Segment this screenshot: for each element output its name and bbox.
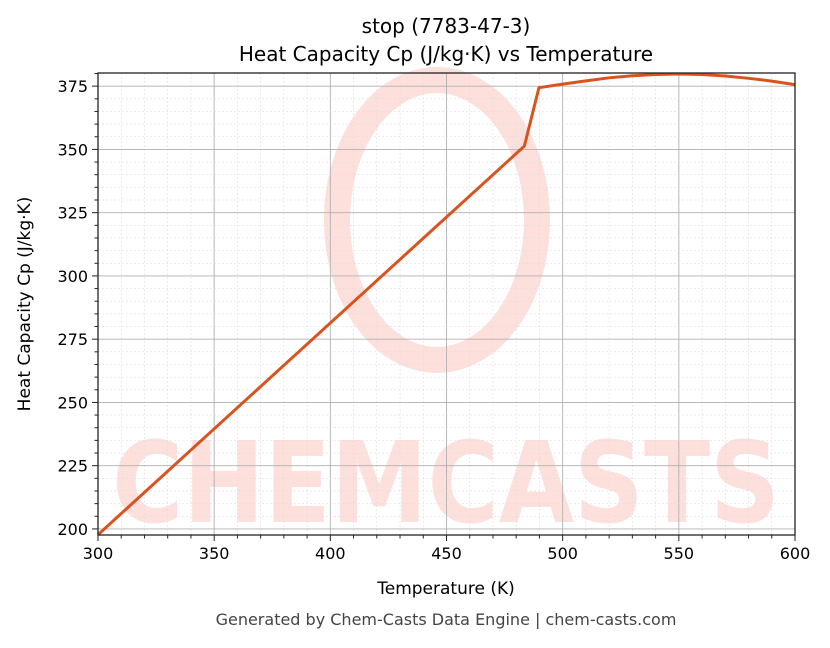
y-tick-label: 350 [57,140,88,159]
footer: Generated by Chem-Casts Data Engine | ch… [216,610,677,629]
x-tick-label: 500 [547,544,578,563]
series [96,72,796,536]
y-tick-label: 375 [57,77,88,96]
watermark-text: CHEMCASTS [112,419,780,549]
x-axis-label: Temperature (K) [376,579,515,599]
ticks: 300 350 400 450 500 550 600 200 225 250 275 300 325 3… [57,73,811,563]
y-tick-label: 250 [57,393,88,412]
series-line [96,72,796,536]
x-tick-label: 550 [664,544,695,563]
chart-title: stop (7783-47-3) [362,14,531,38]
x-tick-label: 350 [199,544,230,563]
y-tick-label: 325 [57,204,88,223]
y-tick-label: 200 [57,520,88,539]
y-tick-label: 300 [57,267,88,286]
watermark: CHEMCASTS [112,67,780,549]
x-tick-label: 450 [431,544,462,563]
chart-subtitle: Heat Capacity Cp (J/kg·K) vs Temperature [239,42,653,66]
x-tick-label: 400 [315,544,346,563]
y-axis-label: Heat Capacity Cp (J/kg·K) [15,197,35,412]
x-tick-label: 300 [83,544,114,563]
y-tick-label: 275 [57,330,88,349]
grid [97,73,796,535]
x-tick-label: 600 [780,544,811,563]
y-tick-label: 225 [57,457,88,476]
watermark-logo [324,67,550,373]
